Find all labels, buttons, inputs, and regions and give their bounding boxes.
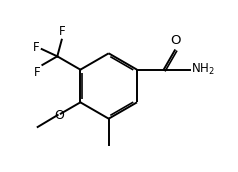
Text: O: O [170, 34, 181, 46]
Text: F: F [33, 41, 40, 54]
Text: F: F [59, 25, 66, 38]
Text: O: O [54, 109, 64, 122]
Text: NH$_2$: NH$_2$ [191, 62, 215, 77]
Text: F: F [34, 66, 41, 79]
